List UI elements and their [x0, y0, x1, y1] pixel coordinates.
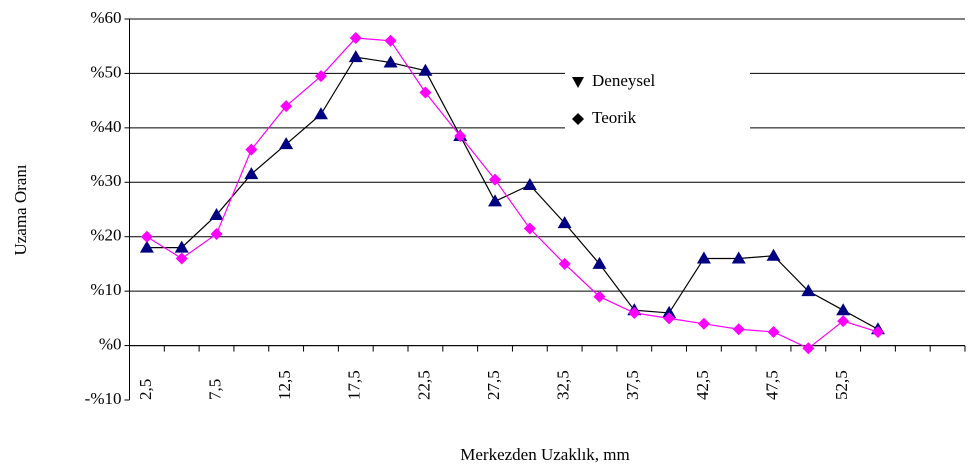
point [801, 284, 816, 297]
x-tick-label: 42,5 [693, 370, 712, 400]
x-tick-label: 37,5 [623, 370, 642, 400]
point [837, 315, 850, 328]
x-tick-label: 12,5 [275, 370, 294, 400]
point [279, 137, 294, 150]
y-tick-label: %10 [90, 280, 121, 299]
point [628, 306, 641, 319]
point [558, 257, 571, 270]
x-tick-label: 52,5 [832, 370, 851, 400]
point [209, 207, 224, 220]
point [836, 303, 851, 316]
point [384, 34, 397, 47]
point [697, 317, 710, 330]
y-tick-label: %30 [90, 171, 121, 190]
point [244, 167, 259, 180]
point [175, 252, 188, 265]
x-tick-label: 27,5 [484, 370, 503, 400]
point [419, 86, 432, 99]
point [593, 290, 606, 303]
point [696, 251, 711, 264]
series-line [146, 56, 879, 330]
x-tick-label: 47,5 [762, 370, 781, 400]
point [348, 50, 363, 63]
x-axis-title: Merkezden Uzaklık, mm [460, 445, 629, 464]
y-tick-label: %60 [90, 8, 121, 27]
point [314, 70, 327, 83]
point [489, 173, 502, 186]
point [418, 63, 433, 76]
point [313, 107, 328, 120]
point [592, 256, 607, 269]
point [210, 227, 223, 240]
point [280, 100, 293, 113]
x-tick-label: 32,5 [554, 370, 573, 400]
point [488, 194, 503, 207]
point [663, 312, 676, 325]
y-tick-label: -%10 [85, 389, 122, 408]
y-tick-label: %40 [90, 117, 121, 136]
point [662, 305, 677, 318]
point [766, 248, 781, 261]
legend-label: Deneysel [592, 71, 656, 90]
series-line [146, 37, 879, 349]
legend [565, 66, 750, 136]
legend-label: Teorik [592, 108, 637, 127]
point [383, 55, 398, 68]
point [731, 251, 746, 264]
point [522, 178, 537, 191]
point [557, 216, 572, 229]
point [802, 342, 815, 355]
y-axis-title: Uzama Oranı [11, 164, 30, 255]
x-tick-label: 17,5 [345, 370, 364, 400]
point [349, 32, 362, 45]
x-tick-label: 22,5 [414, 370, 433, 400]
point [245, 143, 258, 156]
point [139, 240, 154, 253]
x-tick-label: 7,5 [205, 379, 224, 400]
point [454, 130, 467, 143]
y-tick-label: %0 [99, 334, 122, 353]
legend-marker [572, 113, 584, 125]
point [871, 325, 884, 338]
point [732, 323, 745, 336]
y-tick-label: %50 [90, 62, 121, 81]
x-tick-label: 2,5 [136, 379, 155, 400]
point [767, 325, 780, 338]
legend-marker [572, 77, 584, 88]
point [523, 222, 536, 235]
point [140, 230, 153, 243]
y-tick-label: %20 [90, 226, 121, 245]
point [174, 240, 189, 253]
